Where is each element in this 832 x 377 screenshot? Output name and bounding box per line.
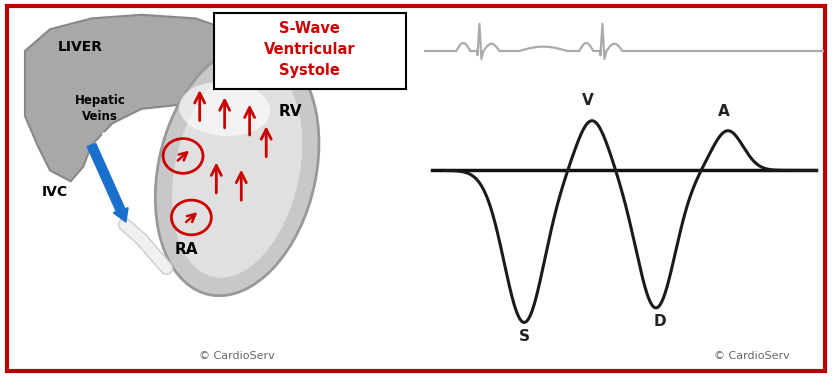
Text: Hepatic
Veins: Hepatic Veins (74, 94, 126, 123)
Ellipse shape (156, 45, 319, 296)
Text: © CardioServ: © CardioServ (199, 351, 275, 361)
FancyBboxPatch shape (215, 13, 406, 89)
Text: RV: RV (279, 104, 302, 119)
Text: S: S (518, 328, 530, 343)
Text: LIVER: LIVER (58, 40, 103, 54)
Text: S-Wave
Ventricular
Systole: S-Wave Ventricular Systole (264, 21, 356, 78)
Text: IVC: IVC (42, 185, 67, 199)
Text: V: V (582, 93, 594, 108)
Text: © CardioServ: © CardioServ (714, 351, 790, 361)
FancyArrow shape (87, 144, 128, 222)
Ellipse shape (179, 81, 270, 136)
Text: A: A (718, 104, 730, 119)
Ellipse shape (172, 63, 302, 278)
Text: RA: RA (175, 242, 198, 257)
Polygon shape (25, 15, 258, 181)
Text: D: D (654, 314, 666, 329)
